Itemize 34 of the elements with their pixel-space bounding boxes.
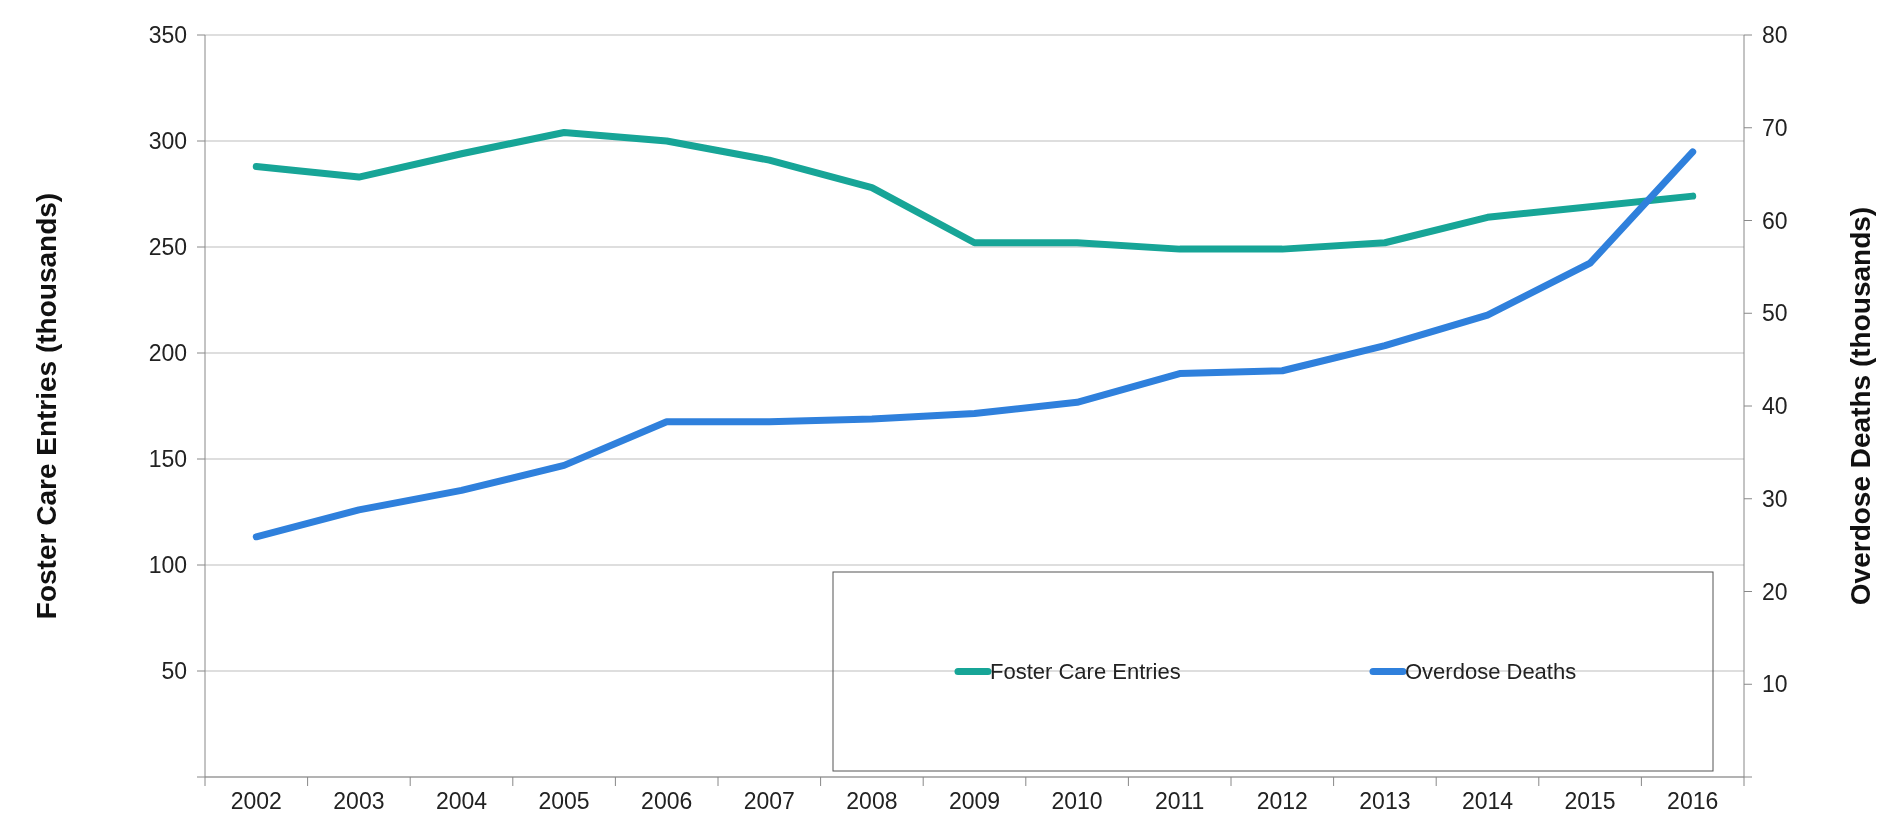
y-tick-label: 50 [161, 658, 187, 685]
x-tick-label: 2006 [641, 788, 693, 814]
y2-tick-label: 60 [1762, 207, 1788, 234]
x-tick-label: 2016 [1667, 788, 1719, 814]
y2-axis-title: Overdose Deaths (thousands) [1844, 206, 1876, 606]
x-tick-label: 2009 [948, 788, 1001, 814]
y2-tick-label: 20 [1762, 578, 1788, 605]
y-axis-title: Foster Care Entries (thousands) [30, 192, 62, 620]
x-tick-label: 2004 [435, 788, 488, 814]
y2-tick-label: 40 [1762, 393, 1788, 420]
x-tick-label: 2005 [538, 788, 590, 814]
x-tick-label: 2002 [230, 788, 282, 814]
y-tick-label: 350 [148, 22, 187, 49]
x-tick-label: 2015 [1564, 788, 1616, 814]
x-tick-label: 2010 [1051, 788, 1103, 814]
y-tick-label: 300 [148, 128, 187, 155]
y-tick-label: 100 [148, 552, 187, 579]
y-tick-label: 150 [148, 446, 187, 473]
legend-label: Foster Care Entries [990, 659, 1181, 685]
x-tick-label: 2008 [846, 788, 898, 814]
x-tick-label: 2011 [1154, 788, 1205, 814]
x-tick-label: 2003 [333, 788, 385, 814]
y2-tick-label: 50 [1762, 300, 1788, 327]
y-tick-label: 250 [148, 234, 187, 261]
x-tick-label: 2013 [1359, 788, 1411, 814]
x-tick-label: 2012 [1256, 788, 1308, 814]
x-tick-label: 2007 [743, 788, 795, 814]
y2-tick-label: 10 [1762, 671, 1788, 698]
y2-tick-label: 30 [1762, 485, 1788, 512]
legend-label: Overdose Deaths [1405, 659, 1577, 685]
x-tick-label: 2014 [1461, 788, 1514, 814]
y2-tick-label: 70 [1762, 114, 1788, 141]
y-tick-label: 200 [148, 340, 187, 367]
y2-tick-label: 80 [1762, 22, 1788, 49]
